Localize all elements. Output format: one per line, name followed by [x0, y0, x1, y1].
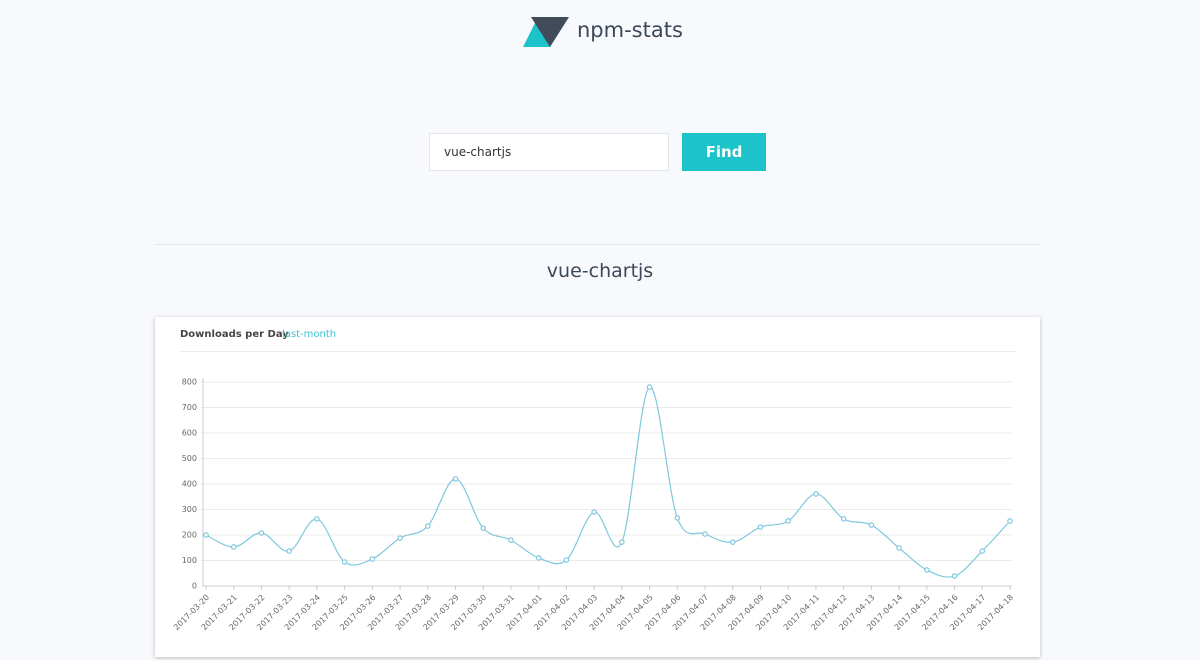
point: [868, 522, 875, 528]
y-tick-label: 800: [182, 378, 197, 387]
point: [314, 516, 320, 522]
point: [563, 557, 570, 563]
point: [979, 548, 986, 554]
point: [230, 544, 237, 550]
point: [646, 384, 653, 390]
y-tick-label: 500: [182, 454, 197, 463]
point: [480, 525, 487, 531]
point: [951, 573, 958, 579]
y-tick-label: 700: [182, 403, 197, 412]
point: [674, 515, 681, 521]
point: [840, 516, 847, 522]
result-title: vue-chartjs: [546, 260, 654, 282]
point: [424, 523, 431, 529]
point: [757, 524, 764, 530]
point: [924, 567, 930, 573]
point: [1007, 518, 1013, 524]
point: [896, 545, 902, 551]
point: [369, 556, 376, 562]
point: [619, 539, 625, 545]
point: [535, 555, 542, 561]
app-title: npm-stats: [577, 18, 683, 42]
tab-divider: [180, 351, 1015, 352]
y-tick-label: 100: [182, 556, 197, 565]
point: [286, 548, 292, 554]
point: [452, 476, 459, 482]
divider: [155, 244, 1040, 245]
page: npm-stats vue-chartjs Find vue-chartjs D…: [155, 17, 1040, 633]
point: [341, 559, 348, 565]
find-button[interactable]: Find: [682, 133, 766, 171]
y-tick-label: 200: [182, 531, 197, 540]
point: [729, 539, 736, 545]
point: [591, 509, 597, 515]
y-tick-label: 600: [182, 429, 197, 438]
line: [205, 386, 1011, 578]
point: [397, 535, 403, 541]
point: [813, 491, 819, 497]
point: [508, 537, 514, 543]
chart: 01002003004005006007008002017-03-202017-…: [172, 378, 1015, 633]
chart-card: Downloads per Day last-month 0 100 200 300 4…: [155, 317, 1040, 657]
tab[interactable]: Downloads per Day: [180, 329, 289, 340]
point: [702, 531, 708, 537]
point: [785, 518, 792, 524]
point: [203, 532, 209, 538]
search-input[interactable]: vue-chartjs: [429, 133, 669, 171]
point: [258, 530, 265, 536]
y-tick-label: 400: [182, 480, 197, 489]
y-tick-label: 300: [182, 505, 197, 514]
logo: [523, 17, 569, 47]
y-tick-label: 0: [192, 582, 197, 591]
tab[interactable]: last-month: [282, 329, 337, 340]
